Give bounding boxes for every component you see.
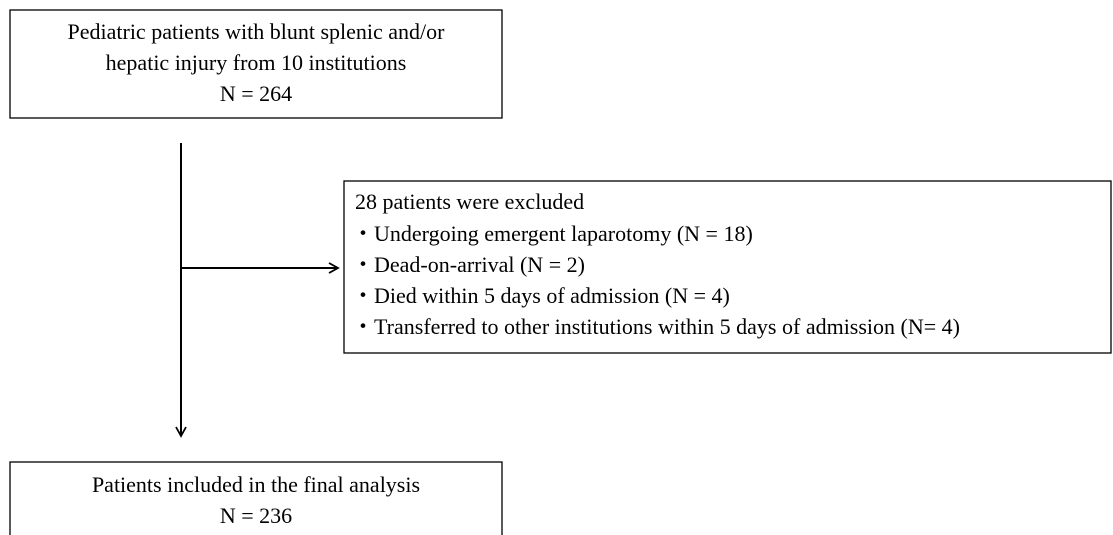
- top-box-line: hepatic injury from 10 institutions: [106, 50, 407, 75]
- exclusion-item: ・Died within 5 days of admission (N = 4): [352, 283, 730, 308]
- top-box-line: N = 264: [220, 81, 292, 106]
- bottom-box-line: Patients included in the final analysis: [92, 472, 420, 497]
- top-box: [9, 9, 503, 119]
- exclusion-item: ・Dead-on-arrival (N = 2): [352, 252, 585, 277]
- exclusion-box: [343, 180, 1112, 354]
- exclusion-item: ・Undergoing emergent laparotomy (N = 18): [352, 221, 753, 246]
- bottom-box-line: N = 236: [220, 503, 292, 528]
- bottom-box: [9, 461, 503, 535]
- top-box-line: Pediatric patients with blunt splenic an…: [68, 19, 446, 44]
- exclusion-item: ・Transferred to other institutions withi…: [352, 314, 960, 339]
- exclusion-title: 28 patients were excluded: [355, 189, 584, 214]
- texts: Pediatric patients with blunt splenic an…: [68, 19, 960, 528]
